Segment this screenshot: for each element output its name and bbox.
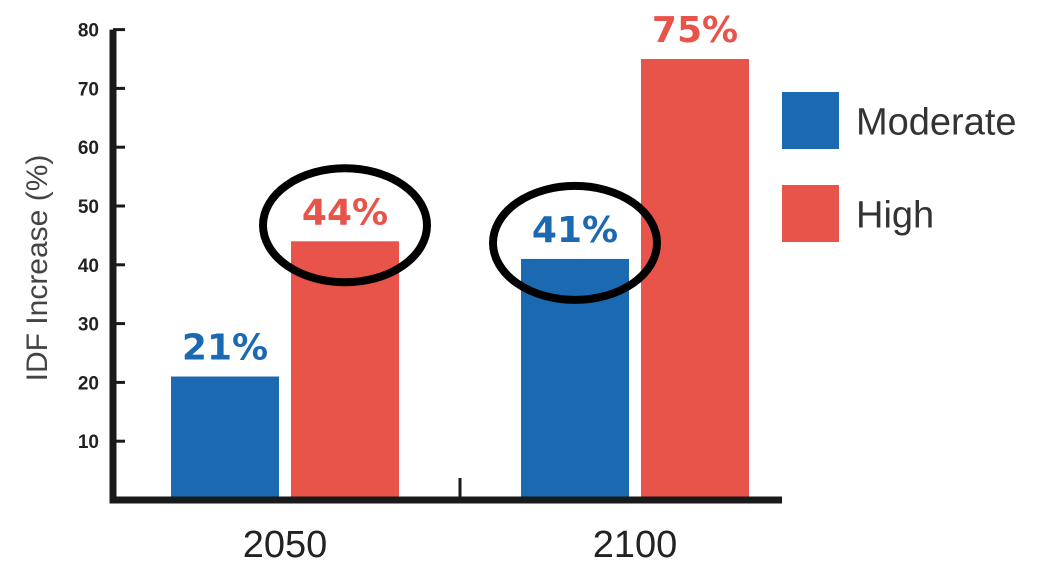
data-label-high-2050: 44% — [302, 192, 388, 233]
bars-group — [171, 59, 749, 500]
y-tick-label-40: 40 — [78, 256, 99, 277]
y-tick-label-70: 70 — [78, 79, 99, 100]
y-tick-label-60: 60 — [78, 138, 99, 159]
annotations-group — [259, 164, 661, 304]
x-ticks-group: 2050 2100 — [243, 524, 678, 565]
bar-high-2100 — [641, 59, 749, 500]
y-tick-label-10: 10 — [78, 432, 99, 453]
y-tick-label-30: 30 — [78, 315, 99, 336]
data-labels-group: 21% 41% 44% 75% — [181, 9, 739, 369]
y-tick-label-20: 20 — [78, 373, 99, 394]
legend-swatch-moderate — [782, 92, 839, 149]
legend-swatch-high — [782, 185, 839, 242]
y-axis-label: IDF Increase (%) — [21, 155, 54, 382]
legend-label-moderate: Moderate — [856, 102, 1017, 144]
data-label-moderate-2100: 41% — [532, 210, 618, 251]
highlight-ellipse-2 — [489, 181, 661, 304]
bar-moderate-2050 — [171, 376, 279, 500]
y-tick-label-50: 50 — [78, 197, 99, 218]
x-tick-label-2050: 2050 — [243, 524, 328, 565]
data-label-moderate-2050: 21% — [182, 328, 268, 369]
legend: Moderate High — [782, 92, 1017, 242]
data-label-high-2100: 75% — [652, 10, 738, 51]
highlight-ellipse-1 — [259, 164, 431, 287]
legend-label-high: High — [856, 195, 934, 237]
y-tick-label-80: 80 — [78, 21, 99, 42]
y-ticks-group: 10 20 30 40 50 60 70 80 — [78, 21, 125, 453]
x-tick-label-2100: 2100 — [593, 524, 678, 565]
